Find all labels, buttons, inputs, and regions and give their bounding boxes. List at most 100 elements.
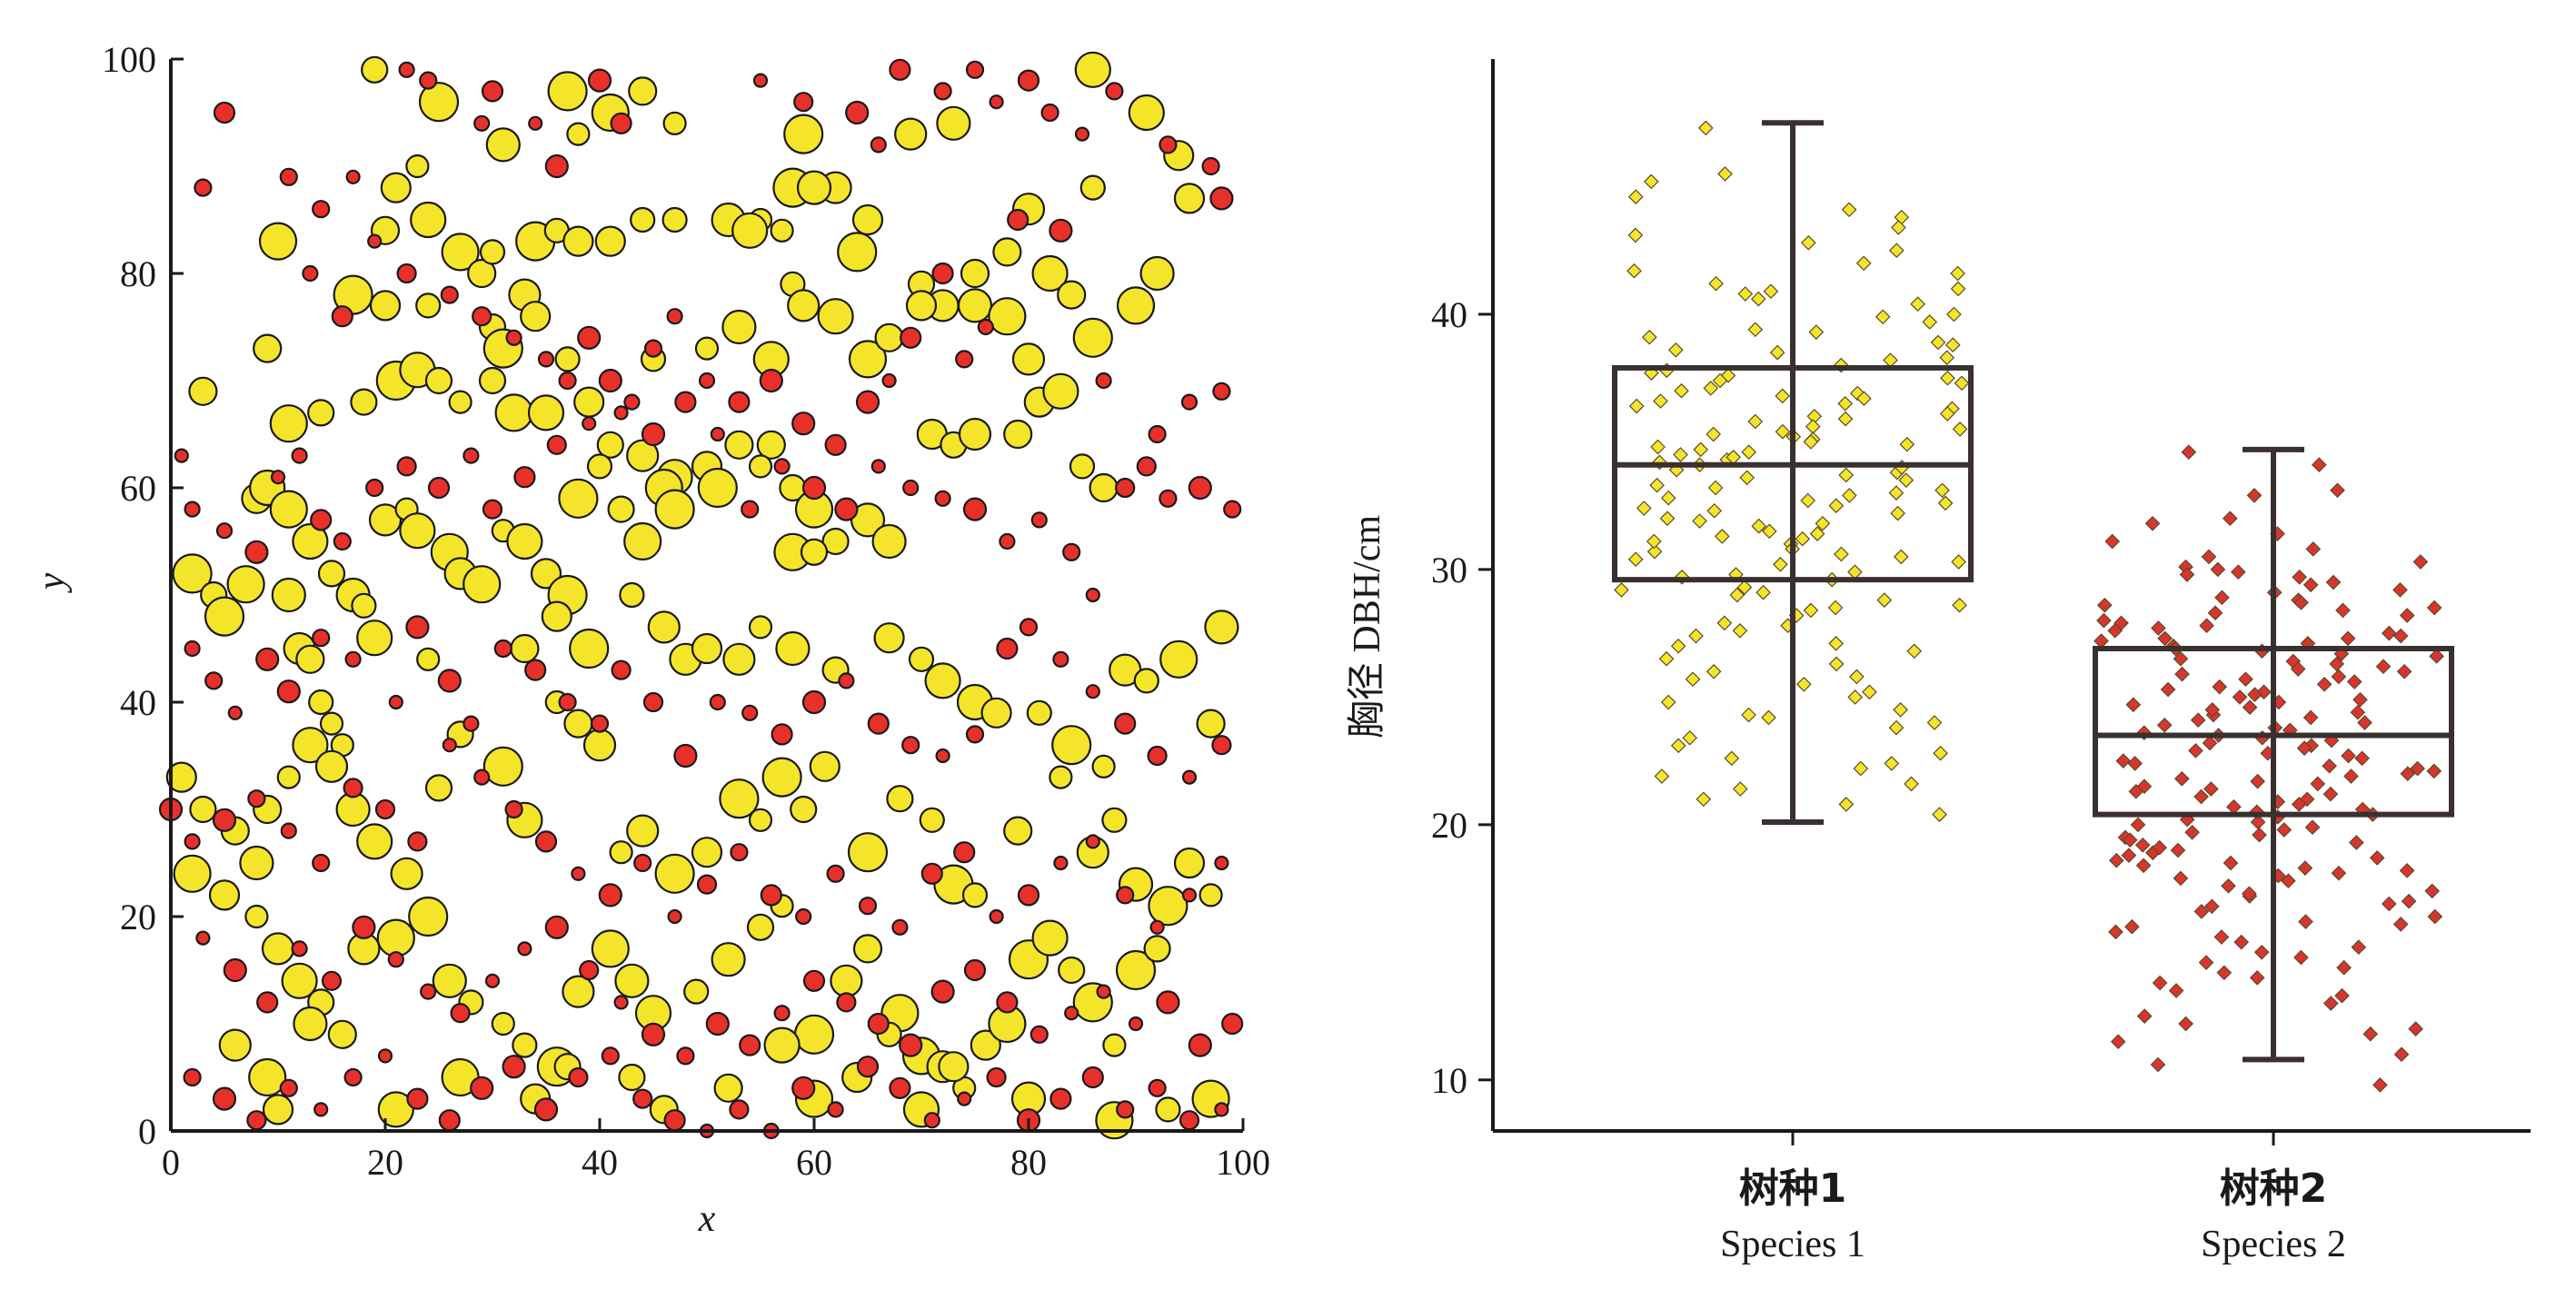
scatter-point-red [1085, 684, 1100, 699]
scatter-point-red [544, 915, 569, 939]
scatter-point-yellow [980, 697, 1012, 729]
scatter-point-red [183, 1067, 202, 1087]
scatter-point-red [213, 101, 236, 124]
scatter-point-red [352, 915, 376, 939]
box-point-species-1 [1853, 760, 1869, 777]
scatter-point-red [1007, 208, 1029, 232]
scatter-point-red [1181, 769, 1198, 785]
scatter-point-red [920, 862, 943, 885]
scatter-point-red [867, 712, 890, 735]
box-point-species-1 [1834, 546, 1849, 562]
scatter-point-yellow [783, 114, 824, 154]
scatter-point-yellow [938, 1051, 970, 1083]
box-x-ticks: 树种1 Species 1 树种2 Species 2 [1720, 1131, 2346, 1265]
scatter-point-red [834, 497, 859, 521]
scatter-point-red [698, 372, 716, 390]
scatter-point-red [933, 82, 952, 101]
x-tick-label: 100 [1216, 1142, 1270, 1183]
scatter-point-red [544, 154, 569, 179]
scatter-point-red [870, 459, 886, 474]
box-point-species-1 [1660, 490, 1676, 506]
box-point-species-1 [1862, 684, 1877, 700]
box-point-species-1 [1732, 622, 1748, 639]
box-point-species-2 [2281, 873, 2296, 889]
box-point-species-2 [2212, 679, 2228, 695]
box-panel: 10 20 30 40 树种1 Species 1 树种2 Species 2 胸径 DBH… [1347, 59, 2531, 1265]
scatter-point-yellow [787, 289, 821, 322]
box-point-species-2 [2156, 717, 2173, 733]
scatter-point-yellow [988, 297, 1027, 336]
scatter-point-red [1053, 855, 1069, 871]
box-point-species-2 [2135, 858, 2152, 874]
box-point-species-1 [1828, 656, 1845, 672]
box-point-species-2 [2335, 602, 2351, 619]
scatter-point-yellow [1196, 709, 1226, 739]
scatter-point-red [343, 1067, 363, 1087]
box-point-species-2 [2136, 778, 2153, 795]
scatter-point-red [1181, 888, 1198, 903]
box-point-species-1 [1890, 505, 1905, 521]
scatter-point-yellow [761, 757, 802, 798]
box-point-species-1 [1837, 411, 1854, 427]
scatter-point-red [279, 167, 298, 186]
scatter-point-red [801, 689, 827, 715]
box-point-species-2 [2296, 740, 2312, 756]
box-point-species-1 [1893, 549, 1909, 565]
scatter-point-yellow [961, 882, 989, 908]
box-point-species-1 [1712, 372, 1728, 389]
box-point-species-2 [2408, 1021, 2423, 1036]
scatter-point-yellow [763, 1026, 801, 1064]
scatter-point-red [204, 671, 224, 690]
scatter-point-yellow [594, 225, 626, 257]
scatter-point-yellow [541, 600, 572, 632]
scatter-point-red [923, 1112, 940, 1129]
box-point-species-2 [2150, 1056, 2166, 1073]
box-point-species-2 [2204, 702, 2221, 718]
scatter-point-yellow [424, 774, 453, 802]
box-point-species-1 [1933, 745, 1948, 761]
box-point-species-2 [2238, 671, 2253, 688]
box-point-species-2 [2202, 735, 2218, 751]
scatter-point-yellow [1173, 847, 1206, 879]
box-point-species-1 [1685, 671, 1701, 688]
box-point-species-1 [1827, 600, 1844, 616]
box-point-species-1 [1626, 263, 1642, 279]
scatter-point-red [899, 1033, 923, 1057]
scatter-point-yellow [1089, 472, 1119, 503]
box-point-species-2 [2426, 763, 2442, 779]
box-point-species-1 [1952, 597, 1967, 613]
scatter-point-red [728, 391, 751, 413]
scatter-point-red [900, 326, 922, 349]
scatter-point-red [1052, 650, 1069, 668]
scatter-point-red [212, 808, 237, 832]
scatter-point-red [215, 522, 234, 540]
scatter-point-red [642, 691, 664, 713]
scatter-point-red [184, 640, 201, 658]
scatter-point-red [795, 907, 812, 926]
box-point-species-2 [2293, 949, 2309, 966]
box-point-species-1 [1876, 592, 1893, 608]
box-point-species-1 [1934, 482, 1950, 499]
box-point-species-2 [2184, 824, 2200, 840]
scatter-point-yellow [377, 1091, 414, 1128]
box-point-species-1 [1954, 375, 1970, 392]
box-point-species-1 [1747, 322, 1764, 338]
scatter-y-ticks: 0 20 40 60 80 100 [102, 39, 184, 1152]
scatter-point-yellow [697, 467, 738, 509]
scatter-point-red [482, 499, 503, 520]
box-point-species-2 [2253, 944, 2270, 960]
scatter-point-red [881, 372, 897, 389]
scatter-point-yellow [722, 642, 756, 676]
scatter-point-yellow [719, 778, 760, 819]
scatter-point-red [741, 500, 760, 519]
box-point-species-1 [1841, 202, 1857, 218]
scatter-point-yellow [350, 388, 378, 416]
box-point-species-2 [2110, 1034, 2126, 1050]
box-point-species-1 [1673, 447, 1688, 462]
scatter-point-red [855, 390, 880, 414]
box-point-species-1 [1910, 296, 1925, 312]
box-point-species-2 [2173, 650, 2189, 667]
box-point-species-1 [1815, 515, 1831, 531]
box-point-species-1 [1703, 381, 1719, 396]
